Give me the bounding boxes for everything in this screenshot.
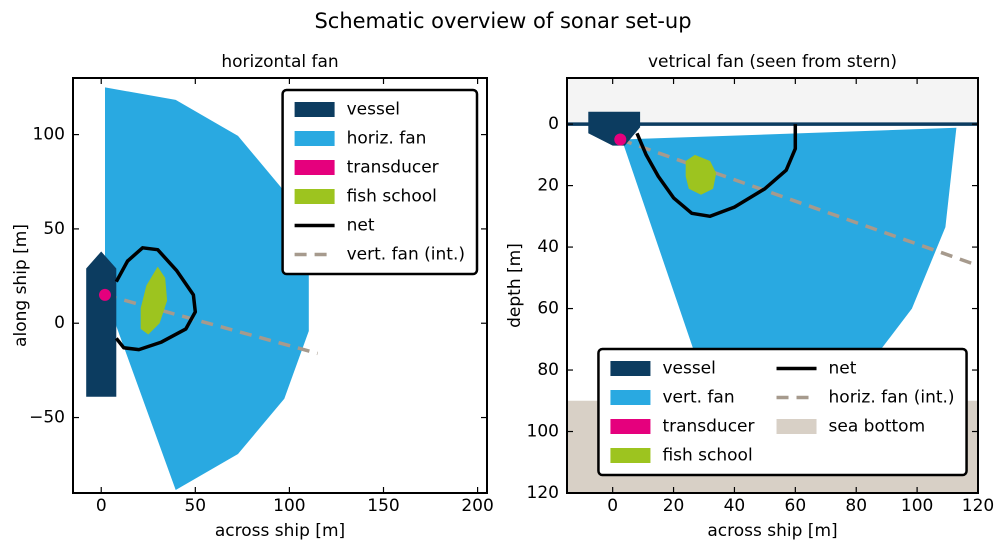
legend-swatch [610,448,650,463]
y-tick-label: 100 [33,125,65,145]
y-tick-label: 0 [54,313,65,333]
legend-label: vert. fan [662,388,734,408]
legend-label: net [347,216,375,236]
x-tick-label: 100 [273,496,305,516]
legend-swatch [295,160,335,175]
shape [105,87,309,490]
legend-swatch [295,131,335,146]
shape [86,252,116,397]
y-axis-label: along ship [m] [11,224,31,347]
legend-label: vessel [662,359,715,379]
legend-label: fish school [347,187,437,207]
marker [614,133,626,145]
legend: vessel horiz. fan transducer fish school net… [283,90,477,274]
x-tick-label: 200 [461,496,493,516]
legend-swatch [777,419,817,434]
legend-swatch [610,390,650,405]
legend-swatch [295,189,335,204]
y-tick-label: −50 [29,408,65,428]
legend-label: fish school [662,446,752,466]
x-tick-label: 0 [607,496,618,516]
legend: vessel vert. fan transducer fish school net h… [598,349,966,475]
y-tick-label: 40 [537,237,559,257]
x-axis-label: across ship [m] [707,521,837,541]
y-axis-label: depth [m] [505,243,525,328]
x-tick-label: 40 [724,496,746,516]
legend-swatch [610,419,650,434]
legend-swatch [610,361,650,376]
legend-label: vessel [347,100,400,120]
y-tick-label: 60 [537,299,559,319]
figure-title: Schematic overview of sonar set-up [314,9,691,33]
y-tick-label: 0 [548,114,559,134]
y-tick-label: 80 [537,360,559,380]
x-tick-label: 80 [845,496,867,516]
marker [99,289,111,301]
figure: Schematic overview of sonar set-up 0 50 10… [0,0,1006,547]
x-axis-label: across ship [m] [215,521,345,541]
legend-label: transducer [347,158,439,178]
x-tick-label: 60 [785,496,807,516]
legend-label: horiz. fan [347,129,427,149]
legend-label: vert. fan (int.) [347,245,465,265]
x-tick-label: 120 [962,496,994,516]
x-tick-label: 0 [96,496,107,516]
y-tick-label: 20 [537,176,559,196]
y-tick-label: 100 [527,422,559,442]
x-tick-label: 50 [184,496,206,516]
legend-label: net [829,359,857,379]
subplot-title: horizontal fan [221,52,338,72]
legend-label: horiz. fan (int.) [829,388,955,408]
x-tick-label: 20 [663,496,685,516]
legend-label: transducer [662,417,754,437]
subplot-title: vetrical fan (seen from stern) [648,52,897,72]
x-tick-label: 150 [367,496,399,516]
y-tick-label: 50 [43,219,65,239]
y-tick-label: 120 [527,483,559,503]
x-tick-label: 100 [901,496,933,516]
legend-swatch [295,102,335,117]
legend-label: sea bottom [829,417,926,437]
